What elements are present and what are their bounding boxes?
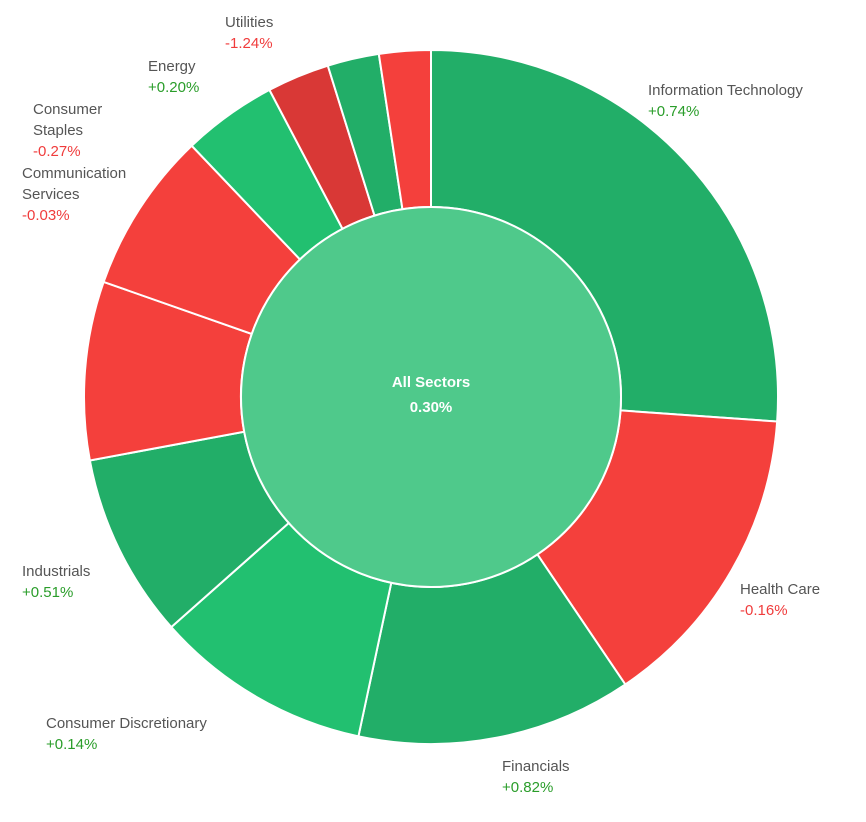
- segment-name: Energy: [148, 58, 196, 75]
- label-health-care: Health Care -0.16%: [740, 579, 820, 621]
- label-utilities: Utilities -1.24%: [225, 12, 273, 54]
- segment-name: Communication Services: [22, 165, 127, 203]
- segment-change: -0.03%: [22, 207, 70, 224]
- segment-name: Industrials: [22, 563, 91, 580]
- segment-name: Consumer Discretionary: [46, 715, 207, 732]
- segment-change: -1.24%: [225, 35, 273, 52]
- label-consumer-discretionary: Consumer Discretionary +0.14%: [46, 713, 207, 755]
- segment-change: +0.82%: [502, 779, 554, 796]
- segment-change: +0.51%: [22, 584, 74, 601]
- label-communication-services: Communication Services -0.03%: [22, 163, 162, 226]
- segment-name: Health Care: [740, 581, 821, 598]
- segment-change: -0.27%: [33, 143, 81, 160]
- segment-change: +0.20%: [148, 79, 200, 96]
- segment-name: Financials: [502, 758, 570, 775]
- label-energy: Energy +0.20%: [148, 56, 199, 98]
- segment-change: +0.74%: [648, 103, 700, 120]
- segment-name: Consumer Staples: [33, 101, 103, 139]
- segment-name: Utilities: [225, 14, 274, 31]
- label-industrials: Industrials +0.51%: [22, 561, 90, 603]
- label-financials: Financials +0.82%: [502, 756, 570, 798]
- segment-name: Information Technology: [648, 82, 803, 99]
- segment-change: -0.16%: [740, 602, 788, 619]
- label-consumer-staples: Consumer Staples -0.27%: [33, 99, 133, 162]
- center-circle-all-sectors[interactable]: [240, 206, 622, 588]
- center-label: All Sectors: [392, 374, 470, 391]
- segment-change: +0.14%: [46, 736, 98, 753]
- center-value: 0.30%: [410, 399, 453, 416]
- label-information-technology: Information Technology +0.74%: [648, 80, 803, 122]
